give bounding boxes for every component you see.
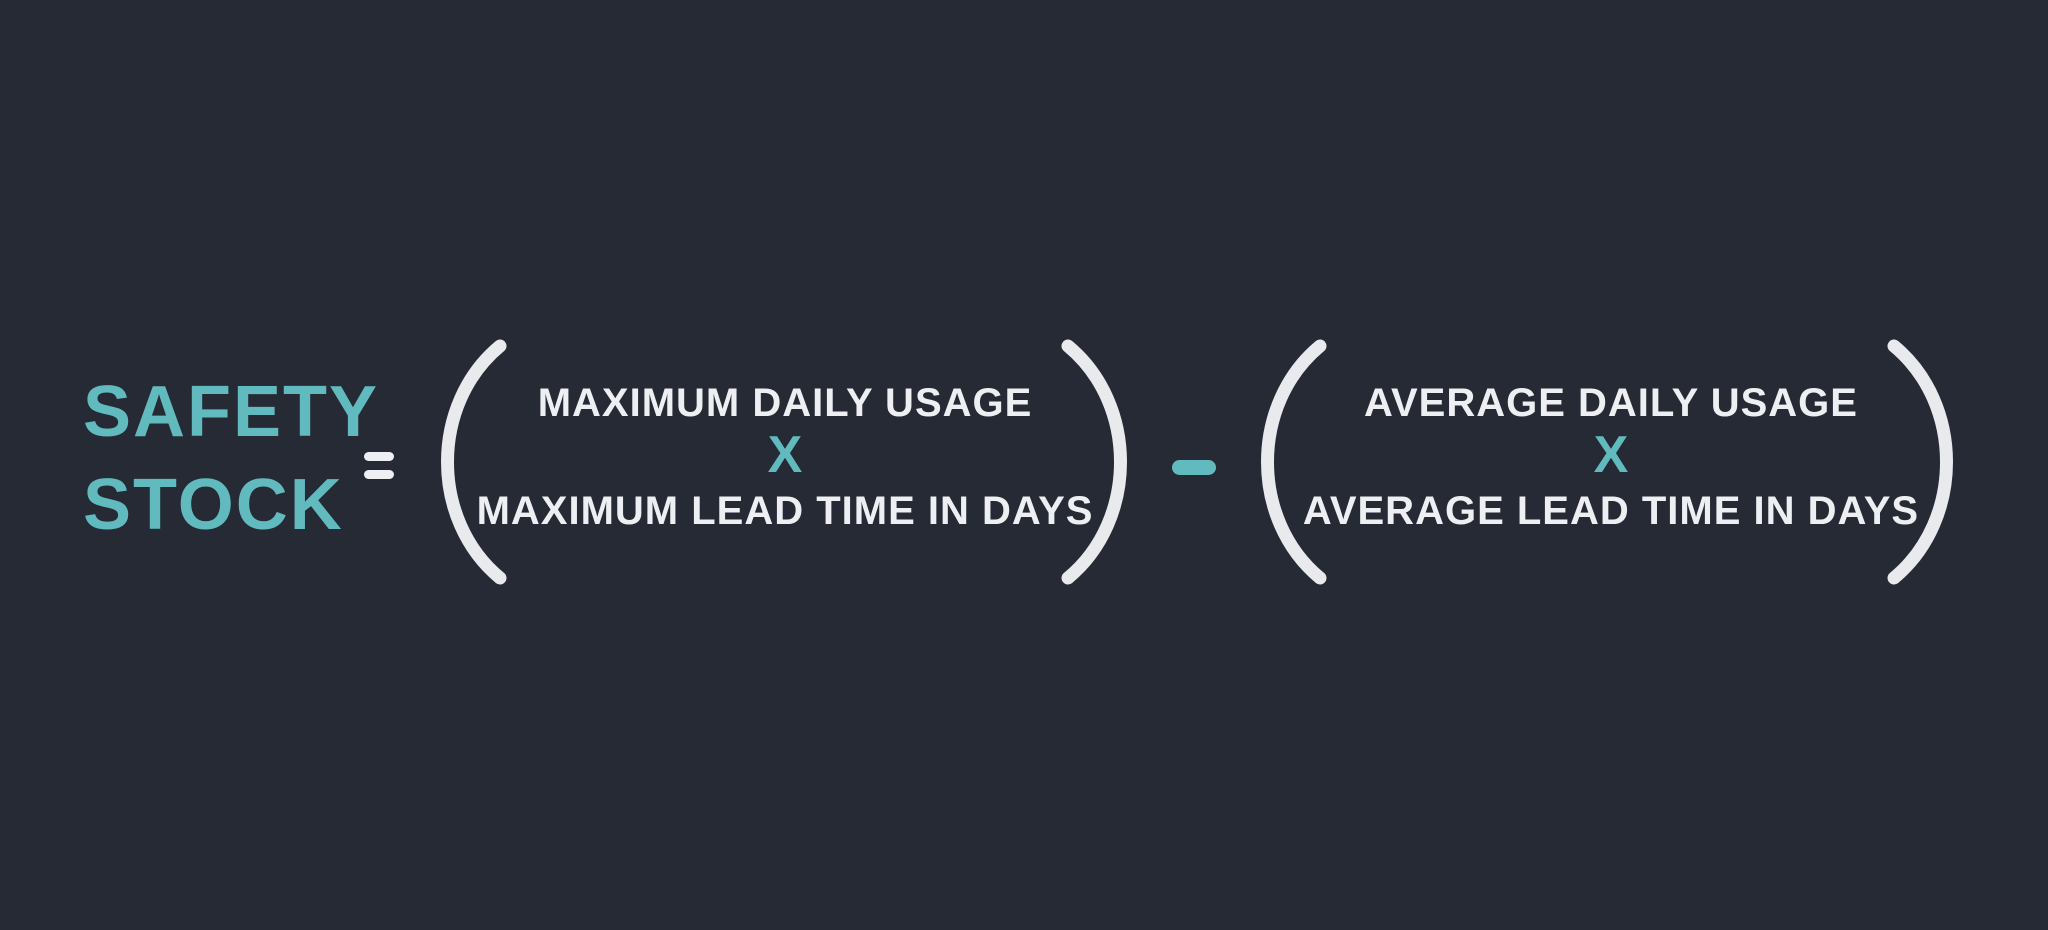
open-paren-icon <box>430 336 514 588</box>
formula-lhs: SAFETY STOCK <box>83 366 379 552</box>
equals-top-bar <box>364 452 394 461</box>
equals-bottom-bar <box>364 470 394 479</box>
group2-line1: AVERAGE DAILY USAGE <box>1364 381 1858 425</box>
equals-icon <box>364 452 394 479</box>
minus-icon <box>1172 460 1216 475</box>
open-paren-icon <box>1250 336 1334 588</box>
lhs-line-stock: STOCK <box>83 465 344 545</box>
group1-multiply-operator: X <box>767 426 803 484</box>
group2-multiply-operator: X <box>1593 426 1629 484</box>
lhs-line-safety: SAFETY <box>83 372 380 452</box>
group2-line2: AVERAGE LEAD TIME IN DAYS <box>1302 489 1920 533</box>
close-paren-icon <box>1054 336 1138 588</box>
group1-line2: MAXIMUM LEAD TIME IN DAYS <box>476 489 1094 533</box>
close-paren-icon <box>1880 336 1964 588</box>
group1-line1: MAXIMUM DAILY USAGE <box>537 381 1033 425</box>
